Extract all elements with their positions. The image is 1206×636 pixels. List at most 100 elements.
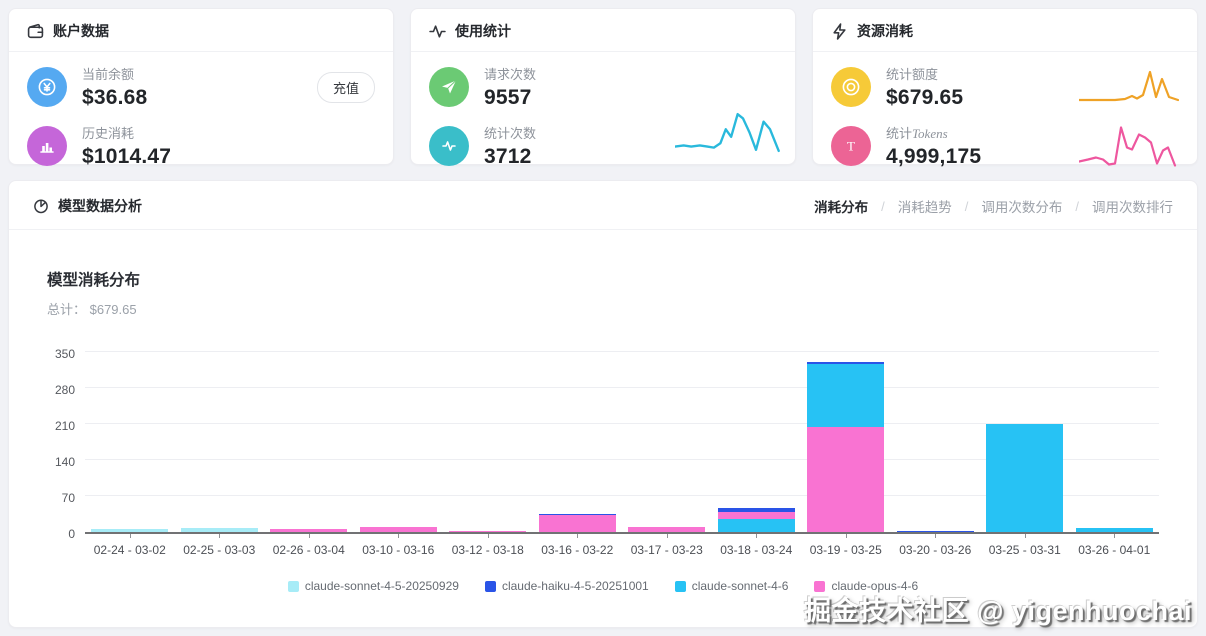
balance-value: $36.68 <box>82 86 148 109</box>
bar-segment[interactable] <box>717 518 795 532</box>
x-axis-tick <box>577 534 579 538</box>
bar-segment[interactable] <box>896 530 974 532</box>
recharge-button[interactable]: 充值 <box>316 71 375 103</box>
tab-call-count-ranking[interactable]: 调用次数排行 <box>1092 200 1173 215</box>
bar-segment[interactable] <box>270 529 348 532</box>
resource-card-header: 资源消耗 <box>813 9 1197 52</box>
paper-plane-icon <box>429 67 469 107</box>
bar-segment[interactable] <box>359 527 437 532</box>
coin-icon <box>831 67 871 107</box>
bar-column <box>891 530 981 532</box>
stat-count-value: 3712 <box>484 145 532 168</box>
activity-icon <box>429 24 446 38</box>
tokens-row: T 统计Tokens 4,999,175 <box>831 123 1179 169</box>
balance-label: 当前余额 <box>82 67 135 82</box>
bar-segment[interactable] <box>628 526 706 532</box>
gridline <box>85 387 1159 388</box>
tokens-value: 4,999,175 <box>886 145 982 168</box>
y-axis-label: 140 <box>54 455 75 469</box>
chart-title: 模型消耗分布 <box>47 272 141 289</box>
bar-column <box>533 513 623 532</box>
legend-item[interactable]: claude-sonnet-4-5-20250929 <box>287 579 459 593</box>
request-count-row: 请求次数 9557 <box>429 64 777 110</box>
legend-label: claude-sonnet-4-6 <box>691 579 789 593</box>
bar-segment[interactable] <box>807 363 885 427</box>
legend-swatch <box>484 580 496 592</box>
usage-card: 使用统计 请求次数 9557 统计次数 <box>410 8 796 168</box>
balance-row: 当前余额 $36.68 充值 <box>27 64 375 110</box>
top-cards: 账户数据 当前余额 $36.68 充值 <box>8 8 1198 168</box>
bar-column <box>443 530 533 532</box>
gridline <box>85 423 1159 424</box>
x-axis-tick <box>666 534 668 538</box>
bar-segment[interactable] <box>807 426 885 532</box>
bar-segment[interactable] <box>91 529 169 532</box>
y-axis-label: 350 <box>54 347 75 361</box>
pie-chart-icon <box>34 199 48 214</box>
legend-label: claude-opus-4-6 <box>831 579 919 593</box>
quota-value: $679.65 <box>886 86 964 109</box>
bar-segment[interactable] <box>538 513 616 516</box>
tab-consumption-trend[interactable]: 消耗趋势 <box>897 200 952 215</box>
tab-call-count-distribution[interactable]: 调用次数分布 <box>981 200 1063 215</box>
bar-segment[interactable] <box>717 511 795 519</box>
x-axis-label: 03-10 - 03-16 <box>362 543 435 557</box>
watermark: 掘金技术社区 @ yigenhuochai <box>804 596 1192 626</box>
analysis-tabs: 消耗分布 / 消耗趋势 / 调用次数分布 / 调用次数排行 <box>814 196 1173 216</box>
legend-item[interactable]: claude-sonnet-4-6 <box>674 579 789 593</box>
request-count-value: 9557 <box>484 86 532 109</box>
lightning-icon <box>833 22 846 40</box>
y-axis-label: 70 <box>61 491 75 505</box>
quota-row: 统计额度 $679.65 <box>831 64 1179 110</box>
analysis-panel-title: 模型数据分析 <box>58 198 142 214</box>
x-axis-tick <box>308 534 310 538</box>
tokens-label: 统计Tokens <box>886 126 948 141</box>
x-axis-tick <box>1114 534 1116 538</box>
bar-segment[interactable] <box>807 361 885 364</box>
x-labels: 02-24 - 03-02 02-25 - 03-03 02-26 - 03-04 0… <box>85 543 1159 561</box>
tab-consumption-distribution[interactable]: 消耗分布 <box>814 200 869 215</box>
chart: 模型消耗分布 总计： $679.65 0 70 140 210 280 350 02-24… <box>9 230 1197 593</box>
analysis-panel: 模型数据分析 消耗分布 / 消耗趋势 / 调用次数分布 / 调用次数排行 模型消… <box>8 180 1198 628</box>
legend-swatch <box>674 580 686 592</box>
bar-segment[interactable] <box>449 530 527 532</box>
usage-card-header: 使用统计 <box>411 9 795 52</box>
x-axis-label: 03-17 - 03-23 <box>630 543 703 557</box>
quota-label: 统计额度 <box>886 67 939 82</box>
analysis-panel-header: 模型数据分析 消耗分布 / 消耗趋势 / 调用次数分布 / 调用次数排行 <box>9 181 1197 230</box>
x-axis-label: 03-19 - 03-25 <box>809 543 882 557</box>
bar-column <box>980 424 1070 532</box>
x-axis-label: 02-26 - 03-04 <box>272 543 345 557</box>
bar-segment[interactable] <box>717 508 795 512</box>
bar-column <box>85 529 175 532</box>
svg-text:T: T <box>847 139 855 154</box>
bar-segment[interactable] <box>986 424 1064 532</box>
resource-card-title: 资源消耗 <box>857 23 913 39</box>
bar-segment[interactable] <box>1075 527 1153 532</box>
x-axis-tick <box>756 534 758 538</box>
history-cost-label: 历史消耗 <box>82 126 135 141</box>
bar-segment[interactable] <box>538 515 616 532</box>
bar-column <box>622 526 712 532</box>
legend-item[interactable]: claude-haiku-4-5-20251001 <box>484 579 649 593</box>
x-axis-label: 02-25 - 03-03 <box>183 543 256 557</box>
tokens-sparkline <box>1079 126 1177 167</box>
x-axis-tick <box>1024 534 1026 538</box>
x-axis-tick <box>129 534 131 538</box>
plot-area <box>85 344 1159 538</box>
x-axis-tick <box>487 534 489 538</box>
history-cost-value: $1014.47 <box>82 145 172 168</box>
wallet-icon <box>27 23 44 38</box>
stat-count-label: 统计次数 <box>484 126 537 141</box>
legend-label: claude-haiku-4-5-20251001 <box>501 579 649 593</box>
tab-separator: / <box>1075 198 1079 214</box>
y-axis-label: 0 <box>68 527 75 541</box>
y-axis-spacer <box>47 534 85 561</box>
bar-segment[interactable] <box>180 528 258 532</box>
x-axis-label: 03-12 - 03-18 <box>451 543 524 557</box>
gridline <box>85 459 1159 460</box>
legend-item[interactable]: claude-opus-4-6 <box>814 579 918 593</box>
x-axis-tick <box>219 534 221 538</box>
legend-swatch <box>814 580 826 592</box>
